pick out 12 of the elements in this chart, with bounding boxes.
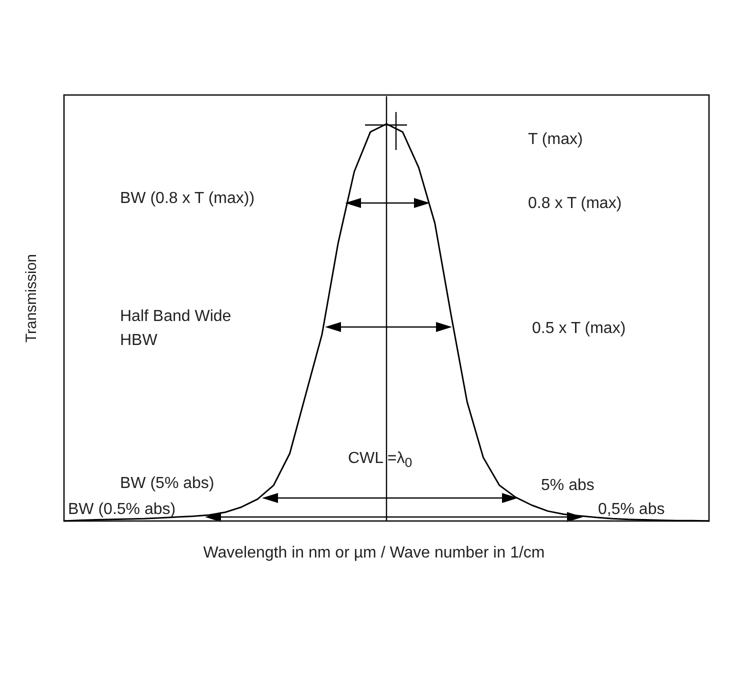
annotation: BW (5% abs)	[120, 474, 214, 494]
annotation: Half Band Wide HBW	[120, 307, 232, 351]
annotation: 5% abs	[541, 476, 594, 496]
annotation: T (max)	[528, 130, 583, 150]
annotation: CWL =λ$_{0}$	[348, 449, 412, 472]
annotation: BW (0.5% abs)	[68, 500, 176, 520]
annotation: BW (0.8 x T (max))	[120, 189, 255, 209]
annotation: 0,5% abs	[598, 500, 665, 520]
annotation: 0.8 x T (max)	[528, 194, 622, 214]
y-axis-title: Transmission	[23, 254, 40, 343]
x-axis-title: Wavelength in nm or µm / Wave number in 1/cm	[203, 544, 545, 562]
annotation: 0.5 x T (max)	[532, 319, 626, 339]
